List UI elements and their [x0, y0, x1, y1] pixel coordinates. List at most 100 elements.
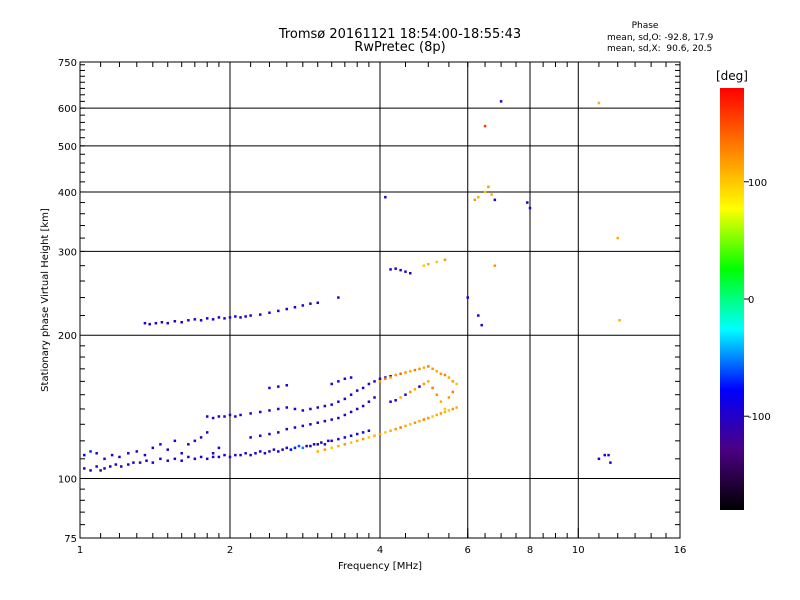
- data-point: [378, 380, 382, 383]
- data-point: [404, 270, 407, 273]
- data-point: [143, 321, 147, 325]
- data-point: [413, 388, 417, 391]
- data-point: [435, 370, 439, 373]
- data-point: [439, 400, 443, 403]
- data-point: [427, 262, 430, 266]
- y-tick-label: 600: [58, 104, 77, 115]
- data-point: [309, 302, 312, 305]
- data-point: [277, 407, 280, 411]
- data-point: [309, 423, 312, 426]
- data-point: [120, 465, 123, 468]
- data-point: [193, 318, 197, 321]
- data-point: [361, 386, 365, 390]
- data-point: [323, 419, 327, 423]
- data-point: [337, 380, 340, 383]
- data-point: [138, 461, 142, 464]
- data-point: [258, 450, 262, 453]
- data-point: [451, 380, 455, 383]
- data-point: [268, 386, 271, 390]
- data-point: [244, 315, 247, 318]
- data-point: [239, 413, 242, 417]
- data-point: [234, 415, 237, 418]
- data-point: [343, 443, 347, 446]
- data-point: [285, 384, 289, 387]
- data-point: [132, 461, 135, 464]
- data-point: [99, 469, 102, 472]
- data-point: [413, 421, 417, 424]
- data-point: [277, 385, 280, 388]
- data-point: [223, 415, 226, 418]
- data-point: [166, 459, 169, 462]
- data-point: [451, 390, 455, 394]
- y-tick-label: 400: [58, 188, 77, 199]
- data-point: [528, 206, 532, 210]
- data-point: [490, 193, 493, 196]
- data-point: [349, 441, 353, 444]
- data-point: [435, 413, 439, 417]
- y-axis-label: Stationary phase Virtual Height [km]: [40, 208, 51, 392]
- data-point: [228, 413, 232, 417]
- data-point: [320, 441, 323, 444]
- data-point: [367, 436, 371, 439]
- data-point: [483, 124, 487, 128]
- data-point: [487, 185, 490, 189]
- data-point: [389, 429, 392, 433]
- data-point: [277, 450, 280, 453]
- data-point: [384, 376, 387, 379]
- data-point: [211, 416, 215, 420]
- data-point: [367, 429, 371, 433]
- data-point: [431, 415, 434, 418]
- data-point: [103, 467, 106, 470]
- data-point: [337, 296, 340, 299]
- data-point: [193, 457, 197, 461]
- data-points: [83, 100, 621, 472]
- data-point: [258, 410, 262, 414]
- data-point: [108, 465, 112, 468]
- data-point: [154, 321, 158, 325]
- x-tick-label: 10: [572, 545, 585, 556]
- data-point: [404, 424, 407, 428]
- data-point: [316, 443, 319, 446]
- data-point: [272, 448, 276, 451]
- data-point: [217, 455, 221, 459]
- data-point: [355, 407, 359, 411]
- data-point: [173, 457, 177, 461]
- data-point: [483, 190, 487, 194]
- y-tick-label: 75: [64, 534, 77, 545]
- data-point: [443, 373, 447, 377]
- data-point: [159, 443, 162, 446]
- data-point: [394, 399, 397, 402]
- data-point: [285, 406, 289, 409]
- data-point: [316, 421, 319, 424]
- colorbar: [720, 88, 744, 510]
- data-point: [493, 198, 497, 202]
- data-point: [337, 437, 340, 441]
- data-point: [343, 436, 347, 439]
- data-point: [408, 390, 412, 394]
- data-point: [268, 432, 271, 436]
- data-point: [239, 316, 242, 319]
- data-point: [618, 319, 621, 322]
- data-point: [439, 412, 443, 415]
- data-point: [244, 452, 247, 455]
- x-tick-label: 8: [527, 545, 533, 556]
- data-point: [258, 434, 262, 437]
- data-point: [443, 258, 447, 262]
- data-point: [443, 407, 447, 411]
- data-point: [199, 436, 203, 439]
- data-point: [166, 321, 169, 325]
- data-point: [316, 301, 319, 305]
- data-point: [301, 446, 305, 450]
- data-point: [205, 431, 209, 434]
- data-point: [180, 320, 183, 324]
- data-point: [394, 267, 397, 270]
- data-point: [443, 410, 447, 414]
- data-point: [435, 260, 439, 264]
- data-point: [301, 424, 305, 428]
- data-point: [211, 318, 215, 321]
- data-point: [151, 461, 155, 464]
- data-point: [404, 371, 407, 374]
- data-point: [285, 446, 289, 450]
- data-point: [422, 418, 426, 421]
